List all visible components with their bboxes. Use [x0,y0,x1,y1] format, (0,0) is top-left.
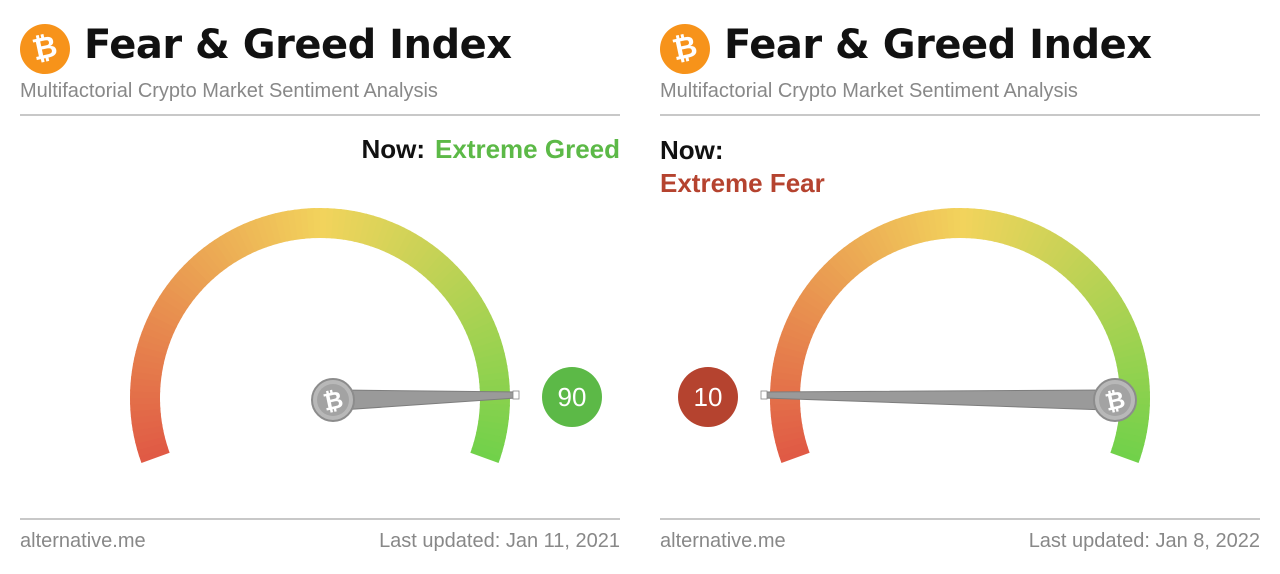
divider-top [660,114,1260,116]
needle-tip [512,390,520,400]
gauge-arc-segment [1110,447,1141,463]
gauge-arc [129,207,511,463]
gauge-chart: ₿ 90 [129,207,602,463]
divider-bottom [20,518,620,520]
fear-greed-panel-2021: ₿ Fear & Greed Index Multifactorial Cryp… [15,0,620,574]
bitcoin-hub-icon: ₿ [1093,378,1137,422]
now-status: Now: Extreme Fear [660,134,825,200]
bitcoin-hub-icon: ₿ [311,378,355,422]
value-label: 10 [694,382,723,412]
divider-top [20,114,620,116]
status-text: Extreme Greed [435,134,620,164]
panel-title: Fear & Greed Index [724,22,1152,68]
fear-greed-panel-2022: ₿ Fear & Greed Index Multifactorial Cryp… [655,0,1260,574]
value-badge: 90 [542,367,602,427]
gauge-needle [763,389,1108,411]
now-label: Now: [361,134,426,164]
panel-subtitle: Multifactorial Crypto Market Sentiment A… [20,80,438,102]
gauge-arc [769,207,1151,463]
gauge-arc-segment [470,447,501,463]
source-link[interactable]: alternative.me [20,530,146,552]
gauge-chart: ₿ 10 [678,207,1151,463]
needle-tip [760,390,768,400]
value-badge: 10 [678,367,738,427]
panel-title: Fear & Greed Index [84,22,512,68]
bitcoin-logo-icon: ₿ [15,19,75,79]
now-status: Now: Extreme Greed [361,134,620,165]
panel-subtitle: Multifactorial Crypto Market Sentiment A… [660,80,1078,102]
bitcoin-logo-icon: ₿ [655,19,715,79]
value-label: 90 [558,382,587,412]
last-updated: Last updated: Jan 11, 2021 [379,530,620,552]
status-text: Extreme Fear [660,168,825,198]
divider-bottom [660,518,1260,520]
last-updated: Last updated: Jan 8, 2022 [1028,530,1260,552]
source-link[interactable]: alternative.me [660,530,786,552]
now-label: Now: [660,135,724,165]
